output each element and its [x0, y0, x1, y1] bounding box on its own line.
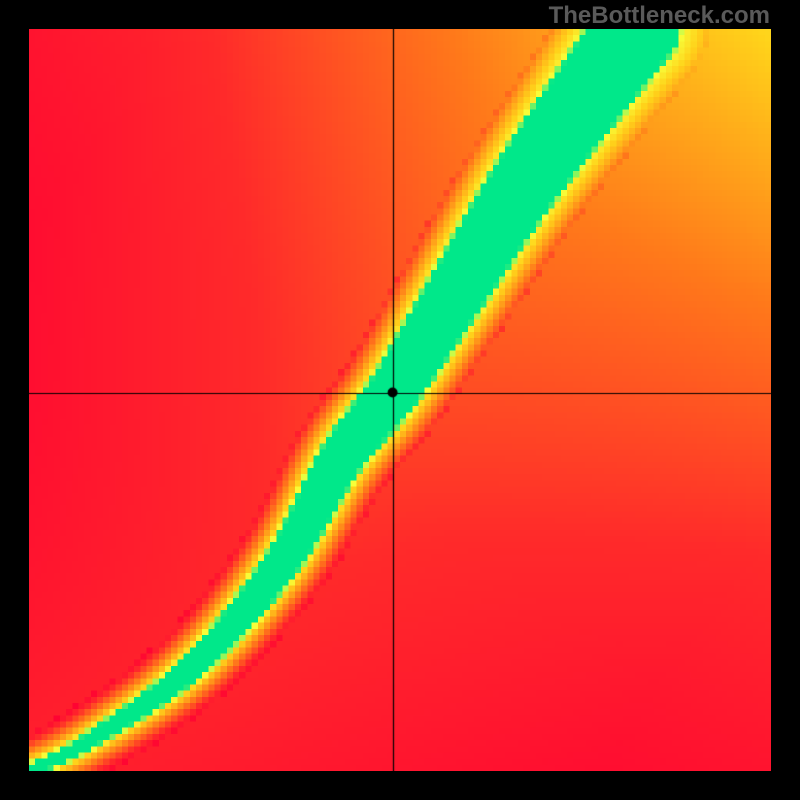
- bottleneck-heatmap: [29, 29, 771, 771]
- watermark-text: TheBottleneck.com: [549, 2, 770, 30]
- chart-container: TheBottleneck.com: [0, 0, 800, 800]
